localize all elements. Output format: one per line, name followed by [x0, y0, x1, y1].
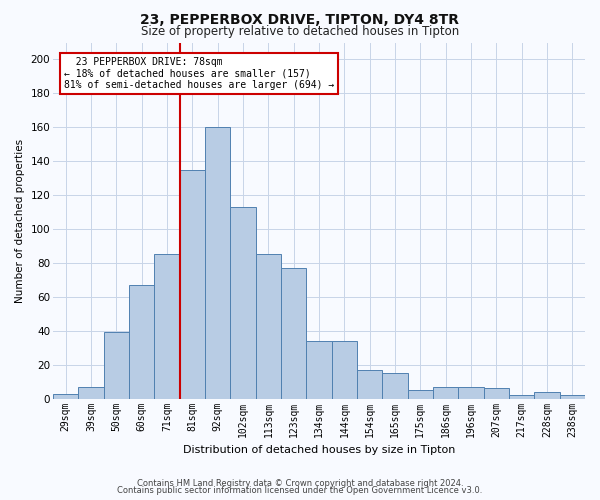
Bar: [332, 341, 357, 398]
Bar: [256, 254, 281, 398]
Bar: [433, 387, 458, 398]
Bar: [205, 128, 230, 398]
Text: 23, PEPPERBOX DRIVE, TIPTON, DY4 8TR: 23, PEPPERBOX DRIVE, TIPTON, DY4 8TR: [140, 12, 460, 26]
Bar: [357, 370, 382, 398]
Bar: [154, 254, 180, 398]
Text: Contains HM Land Registry data © Crown copyright and database right 2024.: Contains HM Land Registry data © Crown c…: [137, 478, 463, 488]
Bar: [230, 207, 256, 398]
Bar: [79, 387, 104, 398]
Bar: [104, 332, 129, 398]
Bar: [281, 268, 307, 398]
Text: Contains public sector information licensed under the Open Government Licence v3: Contains public sector information licen…: [118, 486, 482, 495]
Bar: [407, 390, 433, 398]
Text: Size of property relative to detached houses in Tipton: Size of property relative to detached ho…: [141, 25, 459, 38]
Text: 23 PEPPERBOX DRIVE: 78sqm  
← 18% of detached houses are smaller (157)
81% of se: 23 PEPPERBOX DRIVE: 78sqm ← 18% of detac…: [64, 56, 334, 90]
Bar: [484, 388, 509, 398]
Bar: [560, 395, 585, 398]
Bar: [180, 170, 205, 398]
Bar: [509, 395, 535, 398]
Bar: [307, 341, 332, 398]
Bar: [129, 285, 154, 399]
Bar: [458, 387, 484, 398]
Bar: [382, 373, 407, 398]
Bar: [535, 392, 560, 398]
X-axis label: Distribution of detached houses by size in Tipton: Distribution of detached houses by size …: [183, 445, 455, 455]
Y-axis label: Number of detached properties: Number of detached properties: [15, 138, 25, 302]
Bar: [53, 394, 79, 398]
